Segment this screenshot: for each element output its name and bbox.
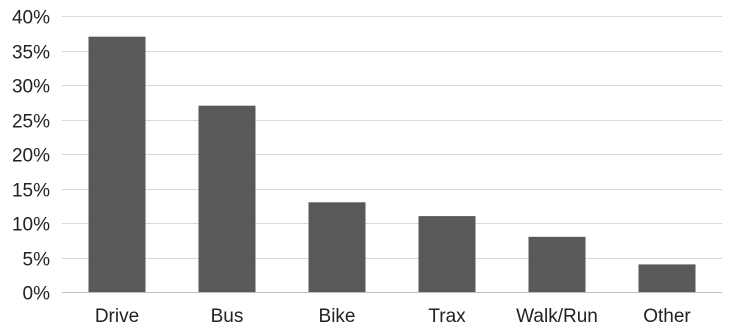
- x-category-label: Walk/Run: [516, 306, 598, 327]
- y-axis-tick-labels: 0% 5% 10% 15% 20% 25% 30% 35% 40%: [12, 8, 50, 305]
- bar-bus: [198, 105, 256, 292]
- y-tick-label: 5%: [23, 250, 51, 271]
- x-category-label: Bike: [319, 306, 356, 327]
- y-tick-label: 20%: [12, 146, 50, 167]
- x-category-label: Trax: [428, 306, 466, 327]
- x-category-label: Drive: [95, 306, 139, 327]
- x-axis-category-labels: Drive Bus Bike Trax Walk/Run Other: [95, 306, 692, 327]
- bar-drive: [88, 36, 146, 293]
- y-tick-label: 0%: [23, 284, 51, 305]
- bar-other: [638, 264, 696, 292]
- x-category-label: Other: [643, 306, 691, 327]
- y-tick-label: 30%: [12, 77, 50, 98]
- y-tick-label: 35%: [12, 43, 50, 64]
- y-tick-label: 40%: [12, 8, 50, 29]
- y-tick-label: 25%: [12, 112, 50, 133]
- gridlines: [62, 16, 722, 259]
- x-category-label: Bus: [211, 306, 244, 327]
- bar-bike: [308, 202, 366, 292]
- y-tick-label: 10%: [12, 215, 50, 236]
- bar-walk-run: [528, 236, 586, 292]
- y-tick-label: 15%: [12, 181, 50, 202]
- bars: [88, 36, 696, 293]
- bar-trax: [418, 216, 476, 292]
